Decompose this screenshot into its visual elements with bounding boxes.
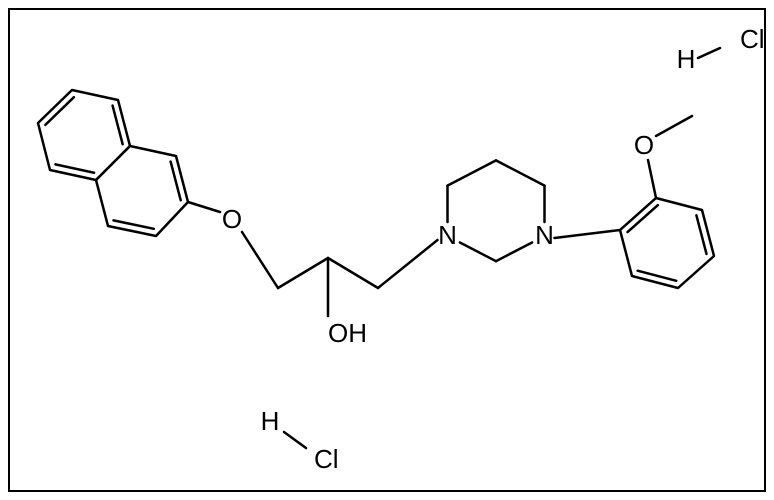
label-hcl-bottom-h: H (261, 406, 280, 436)
naphthalene-ring-2 (96, 146, 188, 236)
phenyl-ring-double (628, 205, 707, 281)
phenyl-ring (620, 198, 714, 288)
piperazine-clean (448, 160, 545, 261)
label-oh: OH (328, 318, 367, 348)
naphthalene-ring-1 (38, 90, 130, 180)
bond-o-c1 (242, 232, 278, 288)
label-hcl-top-cl: Cl (740, 24, 765, 54)
bond-c3-n1 (378, 240, 438, 288)
hcl-bottom-bond (284, 432, 306, 448)
bond-n2-phenyl (554, 230, 620, 238)
bond-phenyl-o (648, 160, 656, 198)
label-o-methoxy: O (634, 130, 654, 160)
label-n1: N (438, 220, 457, 250)
bond-o-ch3 (656, 116, 692, 136)
bond-naphthyl-o (188, 202, 220, 212)
label-o-ether: O (222, 204, 242, 234)
naphthalene-ring-1-double (45, 97, 122, 173)
label-n2: N (535, 220, 554, 250)
label-hcl-top-h: H (677, 44, 696, 74)
bond-c1-c2 (278, 258, 328, 288)
bond-c2-c3 (328, 258, 378, 288)
label-hcl-bottom-cl: Cl (314, 444, 339, 474)
structure-svg: O OH N N O H Cl H Cl (8, 8, 766, 492)
hcl-top-bond (698, 48, 720, 58)
